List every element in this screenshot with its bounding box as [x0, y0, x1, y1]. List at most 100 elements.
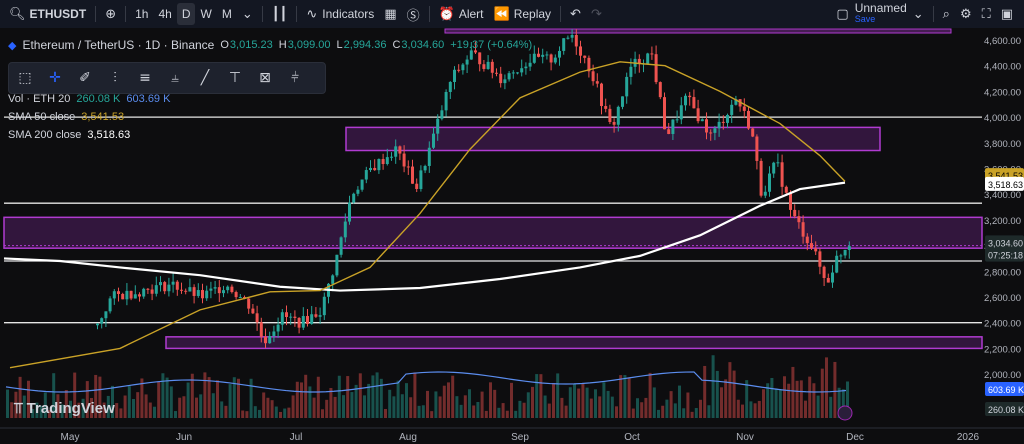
candle-body: [801, 222, 805, 237]
candle-body: [490, 61, 494, 73]
volume-tag-bg: [985, 402, 1024, 416]
volume-bar: [312, 397, 316, 418]
add-symbol-button[interactable]: ⊕: [105, 6, 117, 22]
volume-bar: [106, 395, 110, 418]
brush-icon[interactable]: ✐: [79, 70, 91, 86]
indicators-button[interactable]: ∿ Indicators: [301, 3, 379, 25]
undo-icon[interactable]: ↶: [570, 6, 581, 22]
interval-4h[interactable]: 4h: [158, 7, 172, 21]
interval-1h[interactable]: 1h: [135, 7, 149, 21]
candle-body: [583, 55, 587, 58]
volume-bar: [564, 405, 568, 418]
candle-body: [280, 312, 284, 325]
volume-bar: [73, 372, 77, 418]
candle-body: [595, 81, 599, 84]
candle-body: [339, 237, 343, 255]
zone-rect-1[interactable]: [3, 216, 983, 249]
volume-bar: [127, 386, 131, 418]
interval-m[interactable]: M: [221, 7, 232, 21]
volume-ma-tag: 603.69 K: [988, 385, 1024, 395]
candle-body: [377, 159, 381, 171]
redo-icon[interactable]: ↷: [590, 6, 602, 22]
volume-bar: [174, 411, 177, 418]
select-box-icon[interactable]: ⬚: [18, 70, 32, 86]
volume-bar: [652, 387, 656, 418]
long-position-icon[interactable]: ⫶: [113, 70, 117, 86]
candle-body: [814, 248, 818, 252]
zone-rect-2[interactable]: [165, 336, 983, 350]
candle-body: [751, 128, 755, 137]
crosshair-icon[interactable]: ✛: [49, 70, 61, 86]
ruler-icon[interactable]: ⫨: [171, 70, 179, 86]
lightning-badge-icon[interactable]: [837, 405, 853, 421]
resistance-zone-top[interactable]: [444, 28, 952, 34]
volume-bar: [442, 385, 446, 418]
candle-body: [167, 284, 171, 292]
candle-body: [562, 38, 566, 51]
candle-body: [730, 104, 734, 115]
volume-bar: [417, 405, 421, 418]
alert-button[interactable]: ⏰ Alert: [434, 3, 489, 25]
volume-bar: [531, 386, 534, 418]
fib-tool-icon[interactable]: ⫩: [290, 70, 300, 86]
zone-rect-0[interactable]: [345, 126, 881, 152]
price-tick-label: 3,200.00: [984, 216, 1021, 227]
candle-body: [188, 287, 192, 292]
candle-body: [637, 58, 641, 64]
candle-body: [625, 76, 629, 97]
horizontal-lines-icon[interactable]: ≡: [139, 70, 151, 86]
volume-bar: [510, 382, 513, 418]
trend-line-icon[interactable]: ╱: [200, 70, 210, 86]
volume-bar: [539, 374, 543, 418]
price-tick-label: 2,000.00: [984, 370, 1021, 381]
candle-body: [142, 288, 146, 297]
layout-button[interactable]: ▢ Unnamed Save ⌄: [831, 2, 928, 25]
interval-dropdown-icon[interactable]: ⌄: [241, 6, 253, 22]
volume-bar: [14, 391, 18, 418]
strategy-icon[interactable]: Ⓢ: [406, 8, 420, 24]
candle-body: [96, 323, 99, 326]
candle-body: [600, 83, 603, 107]
symbol-search[interactable]: 🔍︎ ETHUSDT: [4, 3, 91, 25]
candle-body: [663, 97, 666, 130]
text-tool-icon[interactable]: ⊤: [228, 70, 242, 86]
volume-ma-line: [5, 371, 847, 393]
candle-body: [587, 57, 591, 72]
settings-icon[interactable]: ⚙: [959, 6, 972, 22]
interval-w[interactable]: W: [200, 7, 212, 21]
indicators-icon: ∿: [306, 6, 318, 22]
volume-bar: [10, 402, 14, 418]
candle-body: [474, 50, 477, 53]
layout-status: Save: [854, 14, 876, 24]
quick-search-icon[interactable]: ⌕: [942, 6, 950, 22]
volume-bar: [791, 366, 795, 418]
volume-bar: [762, 389, 765, 418]
volume-bar: [321, 409, 324, 418]
legend-vol-value1: 260.08 K: [76, 93, 121, 105]
candle-style-icon[interactable]: ┃┃: [271, 6, 288, 22]
volume-bar: [715, 370, 719, 418]
volume-bar: [388, 389, 392, 418]
volume-bar: [430, 411, 434, 418]
fullscreen-icon[interactable]: ⛶: [981, 6, 991, 22]
volume-bar: [287, 407, 291, 418]
volume-bar: [804, 400, 807, 418]
candle-body: [352, 193, 356, 203]
interval-d[interactable]: D: [176, 3, 196, 25]
candle-body: [301, 316, 305, 328]
volume-bar: [543, 395, 547, 418]
candle-body: [835, 255, 839, 273]
snapshot-icon[interactable]: ▣: [1000, 6, 1013, 22]
volume-bar: [6, 389, 9, 418]
candle-body: [436, 118, 440, 134]
price-chart[interactable]: 4,600.00 4,400.00 4,200.00 4,000.00 3,800.00…: [0, 28, 1024, 444]
volume-bar: [409, 397, 413, 418]
replay-button[interactable]: ⏪ Replay: [489, 3, 557, 25]
volume-bar: [379, 378, 383, 418]
legend-collapse-icon[interactable]: ◆: [8, 39, 17, 52]
rectangle-tool-icon[interactable]: ⊠: [259, 70, 271, 86]
volume-bar: [245, 411, 249, 418]
volume-bar: [833, 361, 837, 418]
candle-body: [604, 106, 608, 109]
templates-icon[interactable]: ▦: [384, 6, 397, 22]
